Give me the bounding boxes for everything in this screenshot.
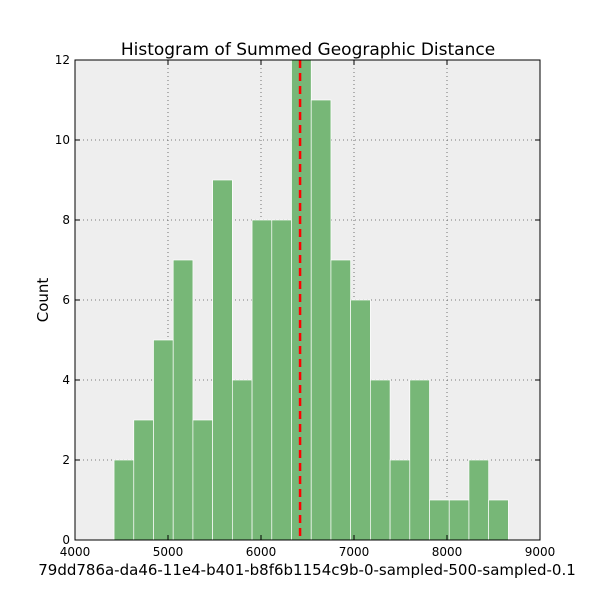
histogram-bar: [350, 299, 371, 541]
histogram-bar: [370, 379, 391, 541]
histogram-bar: [251, 219, 273, 541]
x-tick-label: 4000: [60, 545, 91, 559]
histogram-bar: [409, 379, 430, 541]
x-tick-label: 5000: [153, 545, 184, 559]
y-tick-label: 12: [55, 53, 70, 67]
y-tick-label: 4: [62, 373, 70, 387]
axis-ticks: 4000 5000 6000 7000 8000 9000 0 2 4 6 8 10 12: [55, 53, 556, 559]
histogram-bar: [330, 259, 352, 541]
histogram-bar: [153, 339, 174, 541]
y-tick-label: 2: [62, 453, 70, 467]
histogram-bar: [291, 59, 312, 541]
histogram-bar: [232, 379, 253, 541]
histogram-bar: [192, 419, 213, 541]
histogram-bars: [113, 59, 509, 541]
histogram-bar: [488, 499, 509, 541]
y-tick-label: 0: [62, 533, 70, 547]
y-tick-label: 6: [62, 293, 70, 307]
histogram-bar: [271, 219, 292, 541]
x-axis-label: 79dd786a-da46-11e4-b401-b8f6b1154c9b-0-s…: [38, 561, 576, 579]
x-tick-label: 8000: [432, 545, 463, 559]
histogram-bar: [448, 499, 470, 541]
histogram-bar: [310, 99, 332, 541]
chart-title: Histogram of Summed Geographic Distance: [121, 40, 495, 60]
histogram-bar: [389, 459, 411, 541]
x-tick-label: 9000: [525, 545, 556, 559]
histogram-bar: [429, 499, 450, 541]
histogram-bar: [172, 259, 194, 541]
y-axis-label: Count: [34, 278, 52, 323]
x-tick-label: 6000: [246, 545, 277, 559]
y-tick-label: 10: [55, 133, 70, 147]
histogram-bar: [133, 419, 154, 541]
y-tick-label: 8: [62, 213, 70, 227]
x-tick-label: 7000: [339, 545, 370, 559]
histogram-bar: [468, 459, 490, 541]
histogram-bar: [212, 179, 233, 541]
plot-frame: [74, 59, 541, 541]
histogram-bar: [113, 459, 135, 541]
